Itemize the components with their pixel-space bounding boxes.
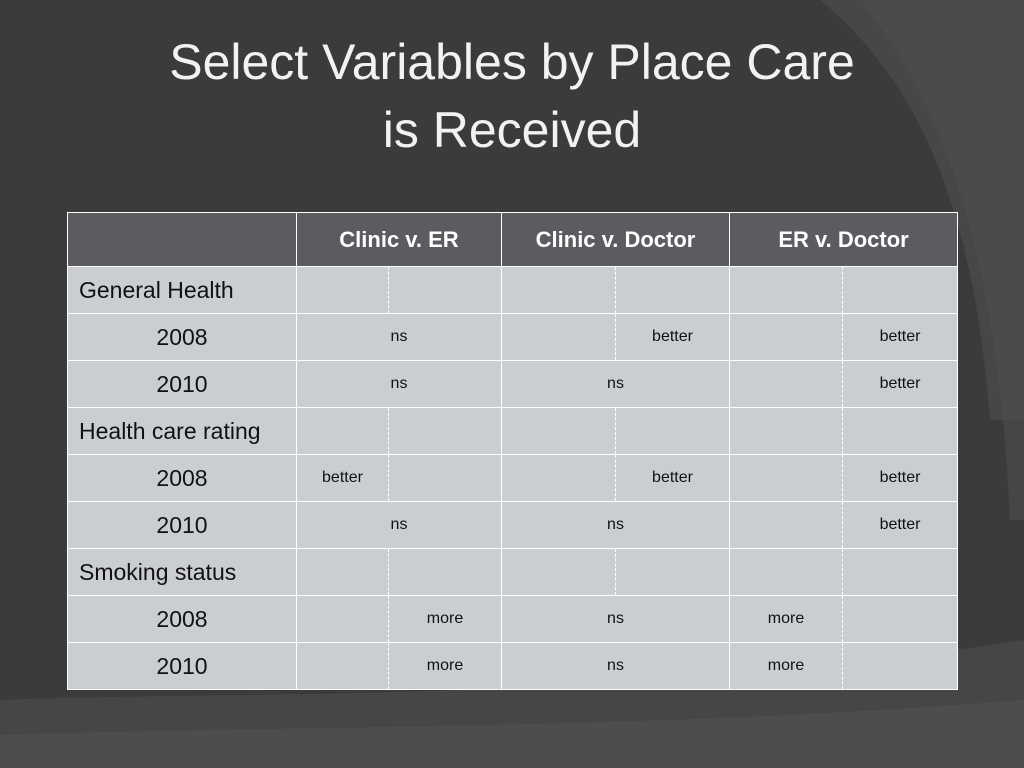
row-year: 2008 <box>67 454 297 502</box>
cell-er-v-doctor: better <box>842 313 959 361</box>
cell-clinic-v-er: more <box>388 595 502 643</box>
comparison-table: Clinic v. ER Clinic v. Doctor ER v. Doct… <box>67 212 959 690</box>
slide-title: Select Variables by Place Care is Receiv… <box>62 28 962 164</box>
cell-er-v-doctor: better <box>842 360 959 408</box>
table-row: 2010 ns ns better <box>67 360 959 408</box>
table-row: 2010 more ns more <box>67 642 959 690</box>
table-cell <box>501 313 616 361</box>
table-cell <box>729 407 844 455</box>
table-cell <box>501 548 616 596</box>
cell-clinic-v-doctor: ns <box>500 501 731 549</box>
table-cell <box>501 454 616 502</box>
section-label-general-health: General Health <box>67 266 297 314</box>
table-cell <box>842 548 959 596</box>
header-clinic-v-doctor: Clinic v. Doctor <box>500 212 731 267</box>
section-label-health-care-rating: Health care rating <box>67 407 297 455</box>
section-label-smoking-status: Smoking status <box>67 548 297 596</box>
table-cell <box>388 454 502 502</box>
cell-clinic-v-er: ns <box>296 501 502 549</box>
row-year: 2010 <box>67 360 297 408</box>
slide-title-line-1: Select Variables by Place Care <box>169 34 855 90</box>
table-cell <box>729 501 844 549</box>
cell-clinic-v-er: ns <box>296 313 502 361</box>
table-row: 2008 ns better better <box>67 313 959 361</box>
header-blank-cell <box>67 212 297 267</box>
header-clinic-v-er: Clinic v. ER <box>296 212 502 267</box>
table-row-section: Health care rating <box>67 407 959 455</box>
table-cell <box>729 454 844 502</box>
slide-title-line-2: is Received <box>382 102 642 158</box>
row-year: 2008 <box>67 313 297 361</box>
row-year: 2010 <box>67 642 297 690</box>
table-cell <box>842 407 959 455</box>
table-cell <box>842 266 959 314</box>
table-cell <box>501 407 616 455</box>
table-cell <box>614 407 731 455</box>
cell-clinic-v-doctor: better <box>614 313 731 361</box>
table-cell <box>842 642 959 690</box>
cell-er-v-doctor: better <box>842 501 959 549</box>
table-cell <box>296 595 389 643</box>
table-row-section: General Health <box>67 266 959 314</box>
table-cell <box>729 548 844 596</box>
table-row: 2008 better better better <box>67 454 959 502</box>
table-row: 2008 more ns more <box>67 595 959 643</box>
table-cell <box>296 548 389 596</box>
table-cell <box>388 548 502 596</box>
cell-clinic-v-doctor: ns <box>500 642 731 690</box>
table-cell <box>501 266 616 314</box>
table-row-section: Smoking status <box>67 548 959 596</box>
cell-clinic-v-doctor: ns <box>500 360 731 408</box>
cell-er-v-doctor: more <box>729 642 844 690</box>
cell-clinic-v-doctor: better <box>614 454 731 502</box>
table-cell <box>842 595 959 643</box>
cell-clinic-v-er: more <box>388 642 502 690</box>
cell-er-v-doctor: better <box>842 454 959 502</box>
row-year: 2010 <box>67 501 297 549</box>
table-row: 2010 ns ns better <box>67 501 959 549</box>
table-cell <box>729 360 844 408</box>
table-cell <box>388 266 502 314</box>
table-cell <box>729 266 844 314</box>
cell-clinic-v-doctor: ns <box>500 595 731 643</box>
table-cell <box>388 407 502 455</box>
table-cell <box>614 548 731 596</box>
table-header-row: Clinic v. ER Clinic v. Doctor ER v. Doct… <box>67 212 959 267</box>
table-cell <box>296 407 389 455</box>
cell-clinic-v-er: better <box>296 454 389 502</box>
row-year: 2008 <box>67 595 297 643</box>
table-cell <box>729 313 844 361</box>
cell-er-v-doctor: more <box>729 595 844 643</box>
cell-clinic-v-er: ns <box>296 360 502 408</box>
table-cell <box>296 266 389 314</box>
table-cell <box>296 642 389 690</box>
header-er-v-doctor: ER v. Doctor <box>729 212 959 267</box>
table-cell <box>614 266 731 314</box>
